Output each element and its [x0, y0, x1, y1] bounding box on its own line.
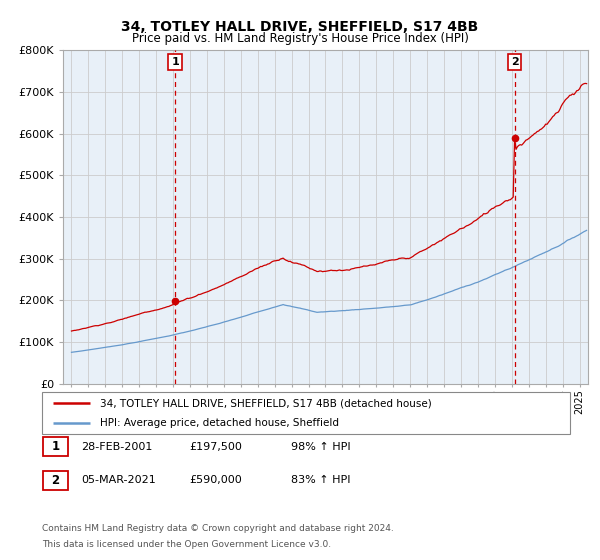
- FancyBboxPatch shape: [43, 437, 68, 456]
- Text: 2: 2: [52, 474, 59, 487]
- Text: 98% ↑ HPI: 98% ↑ HPI: [291, 442, 350, 452]
- Text: 34, TOTLEY HALL DRIVE, SHEFFIELD, S17 4BB (detached house): 34, TOTLEY HALL DRIVE, SHEFFIELD, S17 4B…: [100, 398, 432, 408]
- Text: £197,500: £197,500: [189, 442, 242, 452]
- Text: 2: 2: [511, 57, 518, 67]
- Text: 1: 1: [52, 440, 59, 454]
- FancyBboxPatch shape: [43, 471, 68, 490]
- Text: Contains HM Land Registry data © Crown copyright and database right 2024.: Contains HM Land Registry data © Crown c…: [42, 524, 394, 533]
- Text: This data is licensed under the Open Government Licence v3.0.: This data is licensed under the Open Gov…: [42, 540, 331, 549]
- Text: 1: 1: [171, 57, 179, 67]
- Text: 28-FEB-2001: 28-FEB-2001: [81, 442, 152, 452]
- Text: Price paid vs. HM Land Registry's House Price Index (HPI): Price paid vs. HM Land Registry's House …: [131, 32, 469, 45]
- Text: £590,000: £590,000: [189, 475, 242, 486]
- Text: 83% ↑ HPI: 83% ↑ HPI: [291, 475, 350, 486]
- Text: 34, TOTLEY HALL DRIVE, SHEFFIELD, S17 4BB: 34, TOTLEY HALL DRIVE, SHEFFIELD, S17 4B…: [121, 20, 479, 34]
- FancyBboxPatch shape: [42, 392, 570, 434]
- Text: 05-MAR-2021: 05-MAR-2021: [81, 475, 156, 486]
- Text: HPI: Average price, detached house, Sheffield: HPI: Average price, detached house, Shef…: [100, 418, 339, 428]
